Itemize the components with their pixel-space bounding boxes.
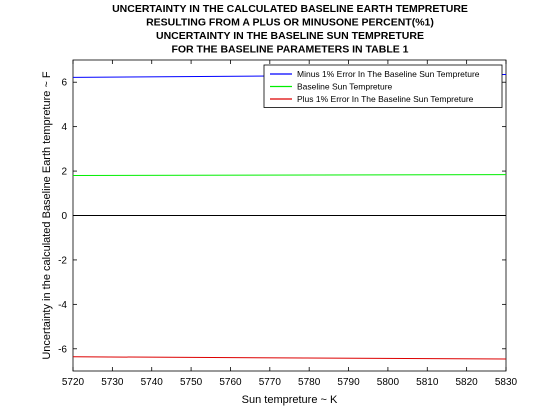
chart-title-line: FOR THE BASELINE PARAMETERS IN TABLE 1 (171, 44, 408, 56)
legend: Minus 1% Error In The Baseline Sun Tempr… (263, 64, 503, 108)
legend-entry: Minus 1% Error In The Baseline Sun Tempr… (297, 69, 480, 79)
y-tick-label: -2 (58, 255, 67, 266)
y-tick-label: -4 (58, 300, 67, 311)
x-tick-label: 5750 (180, 377, 203, 388)
chart-title-line: UNCERTAINTY IN THE CALCULATED BASELINE E… (112, 3, 468, 15)
x-tick-label: 5830 (495, 377, 518, 388)
y-tick-label: 2 (61, 167, 67, 178)
x-tick-label: 5820 (456, 377, 479, 388)
x-axis-label: Sun tempreture ~ K (242, 394, 338, 406)
x-tick-label: 5730 (101, 377, 124, 388)
y-axis-ticks: -6 -4 -2 0 2 4 6 (58, 78, 506, 355)
series-line-2 (72, 356, 507, 360)
x-tick-label: 5720 (62, 377, 85, 388)
y-tick-label: 0 (61, 211, 67, 222)
x-tick-label: 5770 (259, 377, 282, 388)
x-tick-label: 5760 (219, 377, 242, 388)
chart-title-line: UNCERTAINTY IN THE BASELINE SUN TEMPRETU… (156, 30, 424, 42)
legend-entry: Baseline Sun Tempreture (297, 82, 393, 92)
x-tick-label: 5810 (416, 377, 439, 388)
x-tick-label: 5780 (298, 377, 321, 388)
chart-title: UNCERTAINTY IN THE CALCULATED BASELINE E… (112, 3, 468, 56)
x-tick-label: 5740 (141, 377, 164, 388)
y-axis-label: Uncertainty in the calculated Baseline E… (41, 71, 53, 360)
y-tick-label: 6 (61, 78, 67, 89)
y-tick-label: 4 (61, 122, 67, 133)
series-line-1 (72, 174, 507, 177)
legend-entry: Plus 1% Error In The Baseline Sun Tempre… (297, 94, 474, 104)
legend-box (263, 64, 503, 108)
x-tick-label: 5790 (337, 377, 360, 388)
x-axis-ticks: 5720 5730 5740 5750 5760 5770 5780 5790 5800 5810… (62, 60, 518, 388)
chart-title-line: RESULTING FROM A PLUS OR MINUSONE PERCEN… (146, 17, 434, 29)
x-tick-label: 5800 (377, 377, 400, 388)
y-tick-label: -6 (58, 344, 67, 355)
